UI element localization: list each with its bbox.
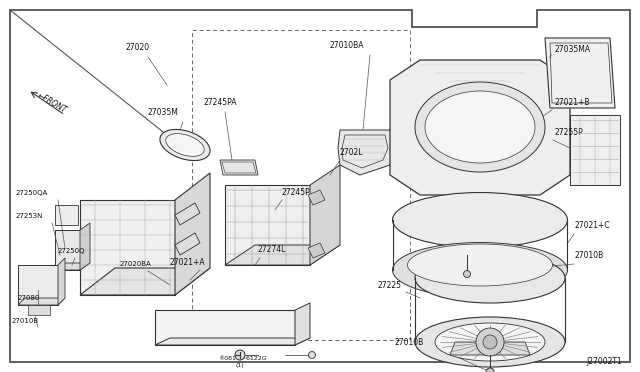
Polygon shape <box>545 38 615 108</box>
Polygon shape <box>18 298 65 305</box>
Ellipse shape <box>425 91 535 163</box>
Polygon shape <box>55 230 80 270</box>
Polygon shape <box>450 342 530 355</box>
Text: 27250QA: 27250QA <box>16 190 48 196</box>
Text: 27035MA: 27035MA <box>555 45 591 54</box>
Circle shape <box>476 328 504 356</box>
Text: 27021+B: 27021+B <box>555 98 591 107</box>
Polygon shape <box>155 338 310 345</box>
Polygon shape <box>308 190 325 205</box>
Text: 27253N: 27253N <box>16 213 44 219</box>
Text: 27010BA: 27010BA <box>330 41 365 50</box>
Ellipse shape <box>392 192 568 247</box>
Text: 27020: 27020 <box>125 43 149 52</box>
Text: 27035M: 27035M <box>148 108 179 117</box>
Circle shape <box>308 352 316 359</box>
Polygon shape <box>175 203 200 225</box>
Text: 27021+C: 27021+C <box>575 221 611 230</box>
Circle shape <box>463 270 470 278</box>
Polygon shape <box>225 245 340 265</box>
Polygon shape <box>175 173 210 295</box>
Polygon shape <box>18 265 58 305</box>
Polygon shape <box>220 160 258 175</box>
Ellipse shape <box>435 323 545 361</box>
Polygon shape <box>338 130 395 175</box>
Ellipse shape <box>160 129 210 161</box>
Polygon shape <box>80 200 175 295</box>
Text: 27245PA: 27245PA <box>204 98 237 107</box>
Polygon shape <box>310 165 340 265</box>
Polygon shape <box>55 263 90 270</box>
Polygon shape <box>80 268 210 295</box>
Polygon shape <box>80 223 90 270</box>
Text: 27225: 27225 <box>378 281 402 290</box>
Polygon shape <box>570 115 620 185</box>
Polygon shape <box>308 243 325 258</box>
Circle shape <box>235 350 245 360</box>
Text: J27002T1: J27002T1 <box>586 357 622 366</box>
Ellipse shape <box>408 244 552 286</box>
Text: 27021+A: 27021+A <box>170 258 205 267</box>
Polygon shape <box>58 258 65 305</box>
Polygon shape <box>175 233 200 255</box>
Text: 27010B: 27010B <box>12 318 39 324</box>
Circle shape <box>486 368 494 372</box>
Polygon shape <box>28 305 50 315</box>
Text: 27250Q: 27250Q <box>58 248 86 254</box>
Text: (1): (1) <box>235 363 244 368</box>
Text: ®08146-6122G: ®08146-6122G <box>218 356 267 361</box>
Polygon shape <box>55 205 78 225</box>
Polygon shape <box>155 310 295 345</box>
Text: 27010B: 27010B <box>575 251 604 260</box>
Bar <box>192 30 410 340</box>
Polygon shape <box>225 185 310 265</box>
Polygon shape <box>390 60 570 195</box>
Text: 27274L: 27274L <box>258 245 286 254</box>
Text: 27080: 27080 <box>18 295 40 301</box>
Ellipse shape <box>392 243 568 298</box>
Polygon shape <box>295 303 310 345</box>
Ellipse shape <box>166 134 204 156</box>
Circle shape <box>483 335 497 349</box>
Ellipse shape <box>415 317 565 367</box>
Text: 27010B: 27010B <box>395 338 424 347</box>
Ellipse shape <box>415 253 565 303</box>
Text: 2702L: 2702L <box>340 148 364 157</box>
Text: 27255P: 27255P <box>555 128 584 137</box>
Text: 27020BA: 27020BA <box>120 261 152 267</box>
Ellipse shape <box>415 82 545 172</box>
Text: ←FRONT: ←FRONT <box>36 91 68 115</box>
Text: 27245P: 27245P <box>282 188 311 197</box>
